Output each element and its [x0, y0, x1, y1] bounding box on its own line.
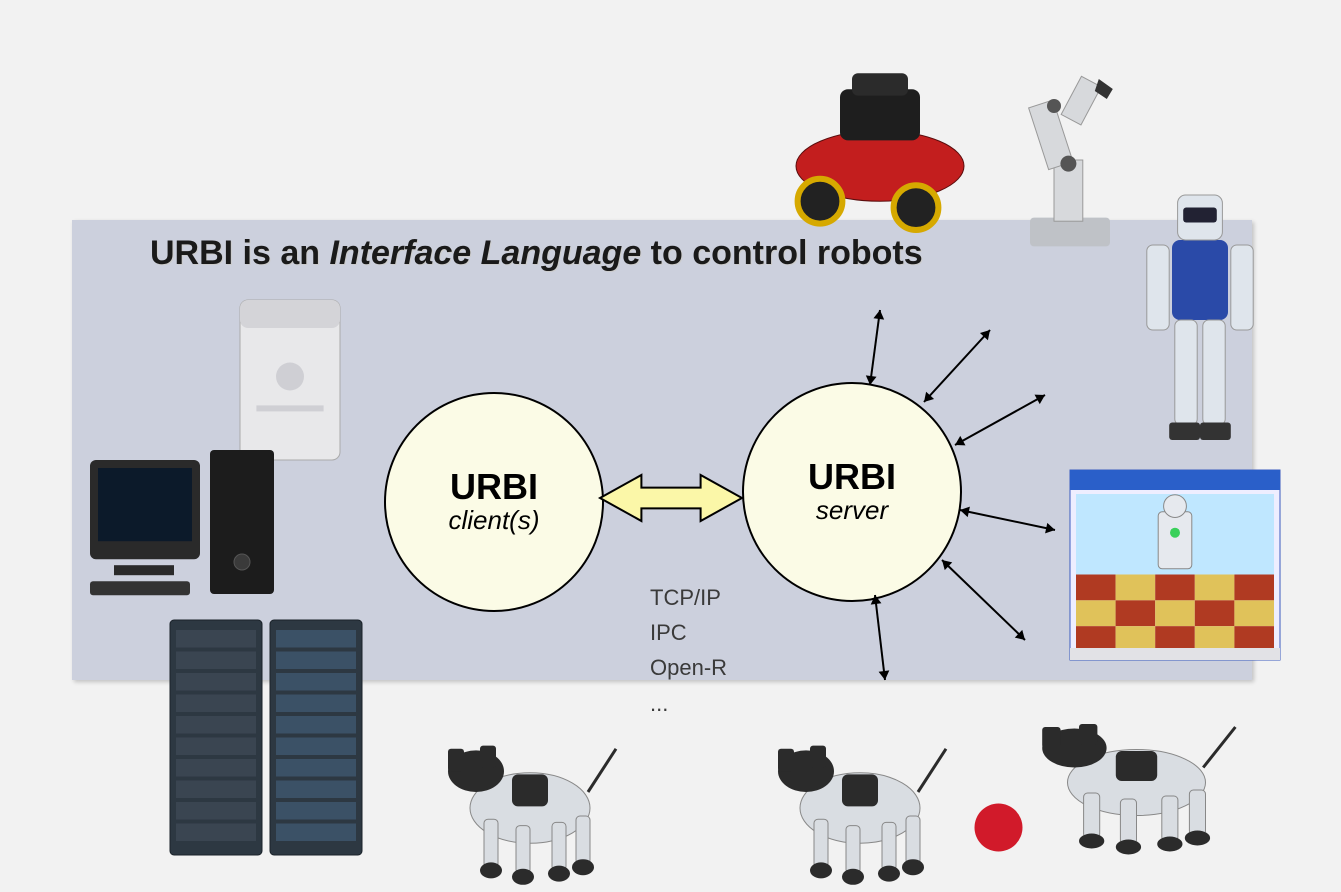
- node-client-title: URBI: [450, 468, 538, 506]
- diagram-stage: URBI is an Interface Language to control…: [0, 0, 1341, 892]
- protocol-item: TCP/IP: [650, 580, 727, 615]
- headline-prefix: URBI is an: [150, 234, 329, 272]
- node-server-subtitle: server: [816, 495, 888, 526]
- node-server-title: URBI: [808, 458, 896, 496]
- protocol-item: IPC: [650, 615, 727, 650]
- aibo-robot-icon: [778, 746, 946, 885]
- wheeled-robot-icon: [796, 73, 964, 230]
- node-urbi-client: URBI client(s): [384, 392, 604, 612]
- protocols-list: TCP/IP IPC Open-R ...: [650, 580, 727, 721]
- node-urbi-server: URBI server: [742, 382, 962, 602]
- protocol-item: ...: [650, 686, 727, 721]
- headline-text: URBI is an Interface Language to control…: [150, 234, 923, 273]
- aibo-robot-icon: [975, 724, 1236, 855]
- headline-suffix: to control robots: [641, 234, 922, 272]
- protocol-item: Open-R: [650, 650, 727, 685]
- headline-emphasis: Interface Language: [329, 234, 641, 272]
- node-client-subtitle: client(s): [448, 505, 539, 536]
- aibo-robot-icon: [448, 746, 616, 885]
